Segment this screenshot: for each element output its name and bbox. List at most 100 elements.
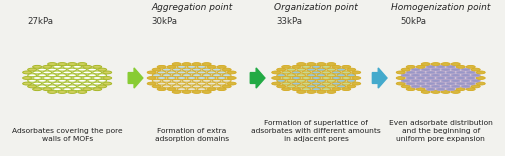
Circle shape <box>307 68 316 71</box>
Circle shape <box>332 77 341 79</box>
Circle shape <box>426 65 435 68</box>
Circle shape <box>53 88 62 91</box>
Circle shape <box>28 74 37 77</box>
Circle shape <box>152 68 161 71</box>
Circle shape <box>301 77 311 79</box>
Circle shape <box>212 68 221 71</box>
Circle shape <box>416 88 425 91</box>
Circle shape <box>207 77 216 79</box>
Circle shape <box>63 71 72 74</box>
Circle shape <box>167 71 176 74</box>
Circle shape <box>322 77 331 79</box>
FancyArrow shape <box>128 68 143 88</box>
Circle shape <box>401 74 410 77</box>
Circle shape <box>282 65 291 68</box>
Circle shape <box>58 74 67 77</box>
Circle shape <box>451 63 460 66</box>
Circle shape <box>192 90 201 93</box>
Circle shape <box>337 74 346 77</box>
Circle shape <box>192 74 201 77</box>
Circle shape <box>47 90 57 93</box>
Circle shape <box>406 88 415 91</box>
Circle shape <box>456 77 465 79</box>
Circle shape <box>192 85 201 88</box>
Circle shape <box>441 85 450 88</box>
Circle shape <box>78 90 87 93</box>
Circle shape <box>78 63 87 66</box>
Text: Homogenization point: Homogenization point <box>391 3 490 12</box>
Circle shape <box>466 88 475 91</box>
Circle shape <box>317 79 326 82</box>
Circle shape <box>157 71 166 74</box>
Circle shape <box>406 77 415 79</box>
Circle shape <box>33 82 42 85</box>
Circle shape <box>411 79 420 82</box>
Circle shape <box>197 77 206 79</box>
Circle shape <box>187 77 196 79</box>
Circle shape <box>466 65 475 68</box>
Circle shape <box>307 63 316 66</box>
Circle shape <box>177 82 186 85</box>
Circle shape <box>28 68 37 71</box>
Circle shape <box>327 85 336 88</box>
Circle shape <box>351 71 361 74</box>
Circle shape <box>342 77 350 79</box>
Circle shape <box>297 63 306 66</box>
Circle shape <box>327 68 336 71</box>
Circle shape <box>461 74 470 77</box>
Circle shape <box>147 77 156 79</box>
Circle shape <box>396 77 405 79</box>
Circle shape <box>272 71 281 74</box>
Circle shape <box>68 63 77 66</box>
Circle shape <box>431 74 440 77</box>
Circle shape <box>182 74 191 77</box>
Circle shape <box>297 85 306 88</box>
Circle shape <box>92 82 102 85</box>
Circle shape <box>297 79 306 82</box>
Circle shape <box>476 77 485 79</box>
Circle shape <box>312 82 321 85</box>
Circle shape <box>461 79 470 82</box>
Circle shape <box>421 79 430 82</box>
Circle shape <box>287 74 296 77</box>
Circle shape <box>327 63 336 66</box>
Circle shape <box>177 77 186 79</box>
Circle shape <box>476 71 485 74</box>
Circle shape <box>401 85 410 88</box>
Circle shape <box>47 68 57 71</box>
Circle shape <box>33 65 42 68</box>
Circle shape <box>187 82 196 85</box>
Circle shape <box>42 71 52 74</box>
Circle shape <box>167 77 176 79</box>
Circle shape <box>83 82 92 85</box>
Circle shape <box>426 77 435 79</box>
Circle shape <box>277 85 286 88</box>
Circle shape <box>162 85 171 88</box>
Circle shape <box>351 82 361 85</box>
Circle shape <box>92 71 102 74</box>
Circle shape <box>446 77 455 79</box>
Circle shape <box>297 90 306 93</box>
Circle shape <box>282 71 291 74</box>
Circle shape <box>297 68 306 71</box>
Circle shape <box>47 74 57 77</box>
Circle shape <box>436 65 445 68</box>
Circle shape <box>167 82 176 85</box>
Circle shape <box>217 77 226 79</box>
Circle shape <box>217 82 226 85</box>
Circle shape <box>292 65 300 68</box>
Circle shape <box>287 85 296 88</box>
Circle shape <box>157 77 166 79</box>
Circle shape <box>322 88 331 91</box>
Circle shape <box>406 71 415 74</box>
Circle shape <box>436 88 445 91</box>
Circle shape <box>441 63 450 66</box>
Circle shape <box>441 79 450 82</box>
Circle shape <box>217 71 226 74</box>
Circle shape <box>446 82 455 85</box>
Circle shape <box>322 82 331 85</box>
Circle shape <box>416 82 425 85</box>
Circle shape <box>172 74 181 77</box>
Circle shape <box>421 90 430 93</box>
Circle shape <box>78 74 87 77</box>
